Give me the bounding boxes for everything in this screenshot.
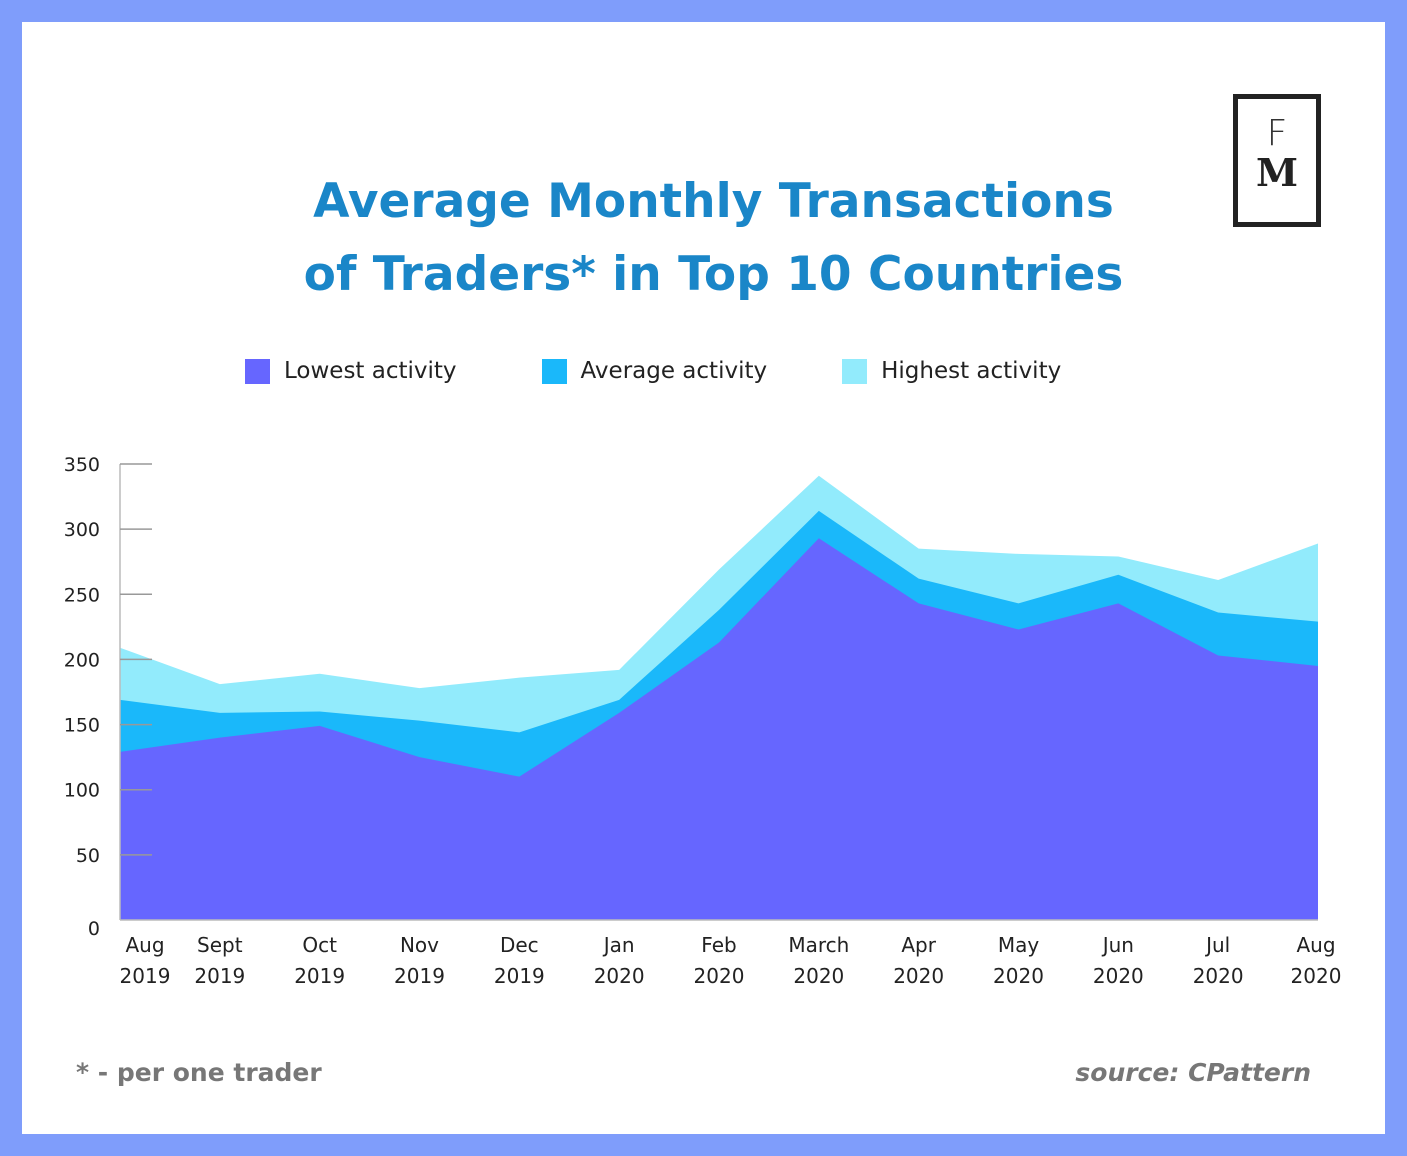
chart-title: Average Monthly Transactions of Traders*…: [0, 165, 1407, 311]
x-tick-label: 2019: [294, 964, 345, 988]
x-tick-label: Jan: [602, 933, 635, 957]
legend-label: Highest activity: [881, 358, 1062, 384]
x-tick-label: Oct: [302, 933, 337, 957]
y-tick-label: 0: [88, 918, 100, 940]
legend-swatch: [541, 358, 567, 384]
y-tick-label: 50: [76, 845, 100, 867]
x-tick-label: Apr: [901, 933, 936, 957]
x-tick-label: Sept: [197, 933, 243, 957]
x-tick-label: 2019: [194, 964, 245, 988]
x-tick-label: 2020: [993, 964, 1044, 988]
y-tick-label: 150: [64, 715, 100, 737]
x-tick-label: 2019: [494, 964, 545, 988]
x-tick-label: Jul: [1204, 933, 1230, 957]
legend: Lowest activity Average activity Highest a…: [245, 358, 1141, 384]
legend-item: Lowest activity: [245, 358, 457, 384]
legend-item: Highest activity: [842, 358, 1061, 384]
legend-item: Average activity: [541, 358, 768, 384]
x-tick-label: 2019: [394, 964, 445, 988]
y-tick-label: 100: [64, 780, 100, 802]
y-tick-label: 250: [64, 584, 100, 606]
x-tick-label: Nov: [400, 933, 439, 957]
x-tick-label: 2020: [1093, 964, 1144, 988]
x-tick-label: 2019: [120, 964, 171, 988]
y-tick-label: 350: [64, 454, 100, 476]
y-tick-label: 300: [64, 519, 100, 541]
title-line-1: Average Monthly Transactions: [313, 174, 1114, 229]
x-tick-label: 2020: [694, 964, 745, 988]
title-line-2: of Traders* in Top 10 Countries: [303, 247, 1124, 302]
x-tick-label: 2020: [793, 964, 844, 988]
legend-swatch: [245, 358, 270, 384]
x-tick-label: Aug: [125, 933, 164, 957]
legend-label: Lowest activity: [284, 358, 457, 384]
legend-swatch: [842, 358, 868, 384]
x-tick-label: Feb: [701, 933, 736, 957]
x-tick-label: 2020: [594, 964, 645, 988]
source-note: source: CPattern: [1075, 1058, 1311, 1087]
x-tick-label: Jun: [1101, 933, 1134, 957]
y-tick-label: 200: [64, 649, 100, 671]
x-tick-label: Dec: [500, 933, 539, 957]
x-tick-label: Aug: [1296, 933, 1335, 957]
x-tick-label: 2020: [1291, 964, 1342, 988]
footnote: * - per one trader: [76, 1058, 322, 1087]
x-tick-label: May: [998, 933, 1040, 957]
x-tick-label: 2020: [893, 964, 944, 988]
x-tick-label: March: [788, 933, 849, 957]
area-lowest-activity: [120, 538, 1318, 920]
x-tick-label: 2020: [1193, 964, 1244, 988]
legend-label: Average activity: [580, 358, 768, 384]
